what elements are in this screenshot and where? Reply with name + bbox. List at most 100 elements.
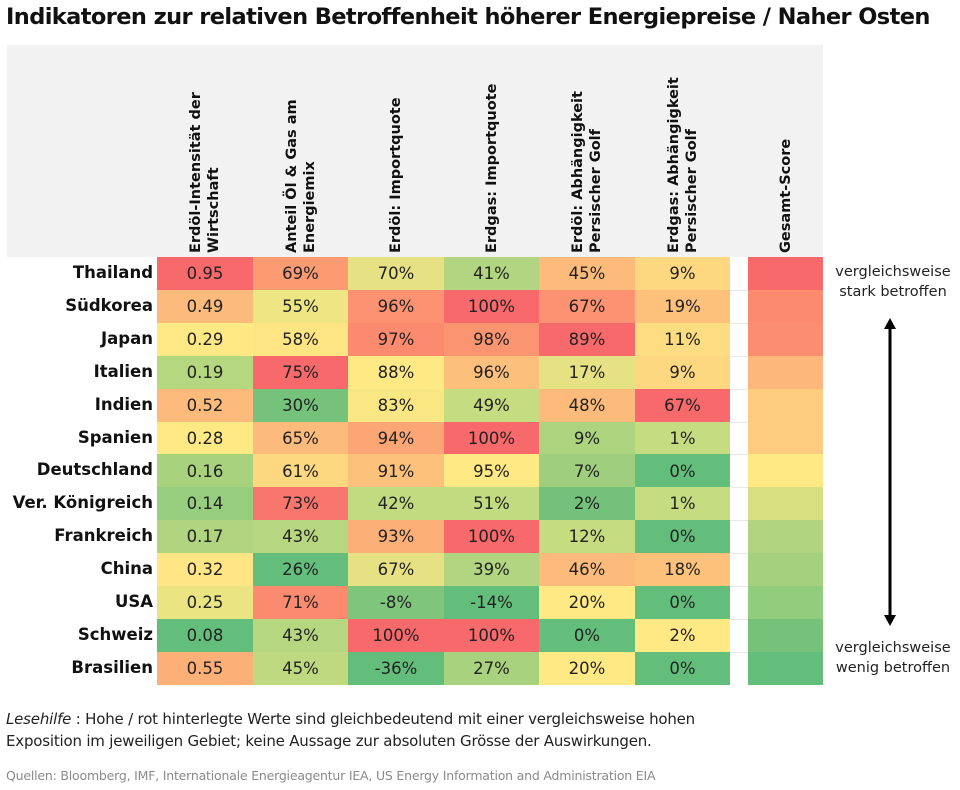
heatmap-cell: 58% xyxy=(253,322,348,357)
column-header-line: Energiemix xyxy=(301,161,318,253)
score-cell xyxy=(748,257,823,291)
heatmap-cell: 83% xyxy=(348,388,444,422)
column-header: Erdgas: Abhängigkeit Persischer Golf xyxy=(635,45,730,255)
heatmap-cell: 49% xyxy=(444,388,539,422)
column-header: Erdöl: Importquote xyxy=(348,45,443,255)
heatmap-cell: 0% xyxy=(635,454,730,488)
heatmap-cell: -8% xyxy=(348,586,444,620)
heatmap-cell: 0.49 xyxy=(157,289,253,324)
low-exposure-label: vergleichsweise wenig betroffen xyxy=(828,638,958,678)
score-cell xyxy=(748,421,823,455)
column-header: Erdöl: Abhängigkeit Persischer Golf xyxy=(539,45,634,255)
heatmap-cell: 51% xyxy=(444,487,539,521)
heatmap-cell: 0% xyxy=(539,618,635,653)
column-header-label: Erdgas: Importquote xyxy=(483,84,501,253)
heatmap-cell: 71% xyxy=(253,586,348,620)
heatmap-cell: 67% xyxy=(635,388,730,422)
heatmap-cell: 43% xyxy=(253,618,348,653)
heatmap-cell: 100% xyxy=(444,421,539,455)
arrow-head-up xyxy=(884,318,896,329)
heatmap-cell: 11% xyxy=(635,322,730,357)
heatmap-cell: 1% xyxy=(635,421,730,455)
heatmap-cell: 100% xyxy=(444,289,539,324)
row-label: Italien xyxy=(93,361,153,381)
heatmap-cell: 0.55 xyxy=(157,651,253,686)
heatmap-cell: 0.52 xyxy=(157,388,253,422)
heatmap-cell: 0% xyxy=(635,651,730,686)
heatmap-cell: 42% xyxy=(348,487,444,521)
arrow-head-down xyxy=(884,615,896,626)
heatmap-cell: 0% xyxy=(635,520,730,554)
heatmap-cell: 95% xyxy=(444,454,539,488)
heatmap-cell: 0.19 xyxy=(157,355,253,390)
column-header-line: Erdöl-Intensität der xyxy=(187,92,204,253)
heatmap-cell: 0.28 xyxy=(157,421,253,455)
heatmap-cell: 18% xyxy=(635,553,730,587)
row-label: Spanien xyxy=(77,427,153,447)
heatmap-cell: 0.25 xyxy=(157,586,253,620)
heatmap-cell: 65% xyxy=(253,421,348,455)
column-header-label: Erdöl: Importquote xyxy=(387,97,405,253)
column-header-line: Erdgas: Abhängigkeit xyxy=(665,77,682,253)
row-divider xyxy=(730,651,748,653)
heatmap-cell: 46% xyxy=(539,553,635,587)
heatmap-cell: 9% xyxy=(635,257,730,291)
score-cell xyxy=(748,355,823,390)
heatmap-cell: 91% xyxy=(348,454,444,488)
heatmap-cell: 27% xyxy=(444,651,539,686)
score-cell xyxy=(748,586,823,620)
heatmap-cell: 94% xyxy=(348,421,444,455)
heatmap-cell: 17% xyxy=(539,355,635,390)
score-cell xyxy=(748,553,823,587)
heatmap-cell: 73% xyxy=(253,487,348,521)
heatmap-cell: 9% xyxy=(635,355,730,390)
row-label: Ver. Königreich xyxy=(12,493,153,513)
row-label: Thailand xyxy=(72,263,153,282)
heatmap-cell: 45% xyxy=(539,257,635,291)
column-header-label: Erdöl: Abhängigkeit Persischer Golf xyxy=(569,91,605,253)
row-label: Frankreich xyxy=(54,526,153,546)
heatmap-cell: 48% xyxy=(539,388,635,422)
heatmap-cell: 55% xyxy=(253,289,348,324)
row-divider xyxy=(730,322,748,324)
column-header: Anteil Öl & Gas am Energiemix xyxy=(253,45,348,255)
row-divider xyxy=(730,487,748,489)
score-cell xyxy=(748,454,823,488)
column-header-line: Wirtschaft xyxy=(205,167,222,253)
row-divider xyxy=(730,618,748,620)
heatmap-cell: 100% xyxy=(348,618,444,653)
score-cell xyxy=(748,487,823,521)
heatmap-cell: 93% xyxy=(348,520,444,554)
low-exposure-line-1: vergleichsweise xyxy=(835,640,951,656)
note-text-1: : Hohe / rot hinterlegte Werte sind glei… xyxy=(71,710,695,728)
score-cell xyxy=(748,289,823,324)
column-header-label: Erdöl-Intensität der Wirtschaft xyxy=(187,92,223,253)
heatmap-cell: 19% xyxy=(635,289,730,324)
column-header-line: Anteil Öl & Gas am xyxy=(283,99,300,253)
score-cell xyxy=(748,651,823,686)
row-label: Japan xyxy=(101,328,153,348)
heatmap-cell: 75% xyxy=(253,355,348,390)
heatmap-cell: 0.08 xyxy=(157,618,253,653)
score-cell xyxy=(748,618,823,653)
row-label: China xyxy=(100,559,153,579)
high-exposure-line-1: vergleichsweise xyxy=(835,264,951,280)
score-column-header: Gesamt-Score xyxy=(738,45,833,255)
heatmap-cell: 7% xyxy=(539,454,635,488)
score-cell xyxy=(748,520,823,554)
heatmap-cell: 41% xyxy=(444,257,539,291)
note-label: Lesehilfe xyxy=(6,710,72,728)
row-label: USA xyxy=(114,592,153,611)
sources-text: Quellen: Bloomberg, IMF, Internationale … xyxy=(6,768,656,783)
reading-note: Lesehilfe : Hohe / rot hinterlegte Werte… xyxy=(6,708,695,752)
heatmap-cell: 70% xyxy=(348,257,444,291)
heatmap-cell: 39% xyxy=(444,553,539,587)
heatmap-cell: 0.95 xyxy=(157,257,253,291)
row-divider xyxy=(730,421,748,423)
row-label: Schweiz xyxy=(77,624,153,644)
score-cell xyxy=(748,322,823,357)
note-text-2: Exposition im jeweiligen Gebiet; keine A… xyxy=(6,732,652,750)
heatmap-cell: 0.17 xyxy=(157,520,253,554)
column-header-line: Erdöl: Abhängigkeit xyxy=(569,91,586,253)
heatmap-cell: 30% xyxy=(253,388,348,422)
